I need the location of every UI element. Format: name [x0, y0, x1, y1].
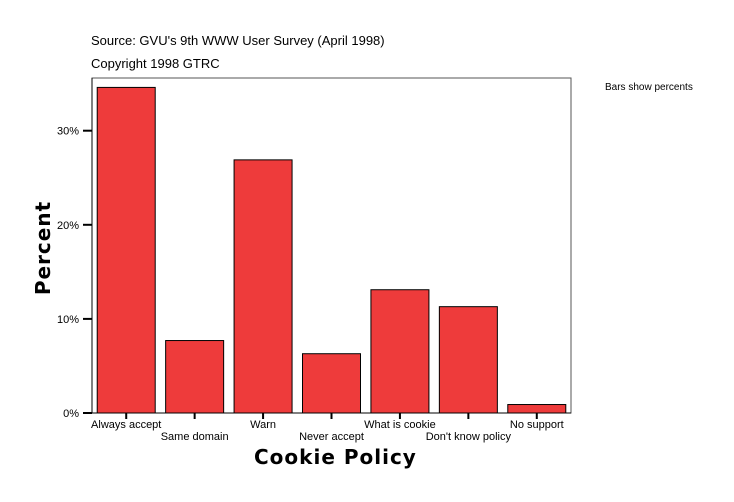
x-tick-label: Never accept [299, 431, 364, 443]
bar [96, 86, 156, 414]
x-tick-label: Always accept [91, 419, 161, 431]
bar [370, 289, 430, 414]
x-tick-label: Warn [250, 419, 276, 431]
bar [507, 404, 567, 414]
y-tick-label: 20% [57, 220, 79, 232]
x-axis-label: Cookie Policy [254, 445, 417, 469]
bar [302, 353, 361, 414]
bar [438, 306, 498, 414]
y-tick-label: 10% [57, 314, 79, 326]
x-tick-label: Don't know policy [426, 431, 512, 443]
copyright-note: Copyright 1998 GTRC [91, 56, 220, 71]
bar [165, 340, 225, 414]
x-tick-label: No support [510, 419, 564, 431]
legend-note: Bars show percents [605, 82, 693, 93]
x-tick-label: Same domain [161, 431, 229, 443]
bar [233, 159, 293, 414]
y-tick-label: 0% [63, 408, 79, 420]
y-tick-label: 30% [57, 126, 79, 138]
x-tick-label: What is cookie [364, 419, 436, 431]
source-note: Source: GVU's 9th WWW User Survey (April… [91, 33, 385, 48]
